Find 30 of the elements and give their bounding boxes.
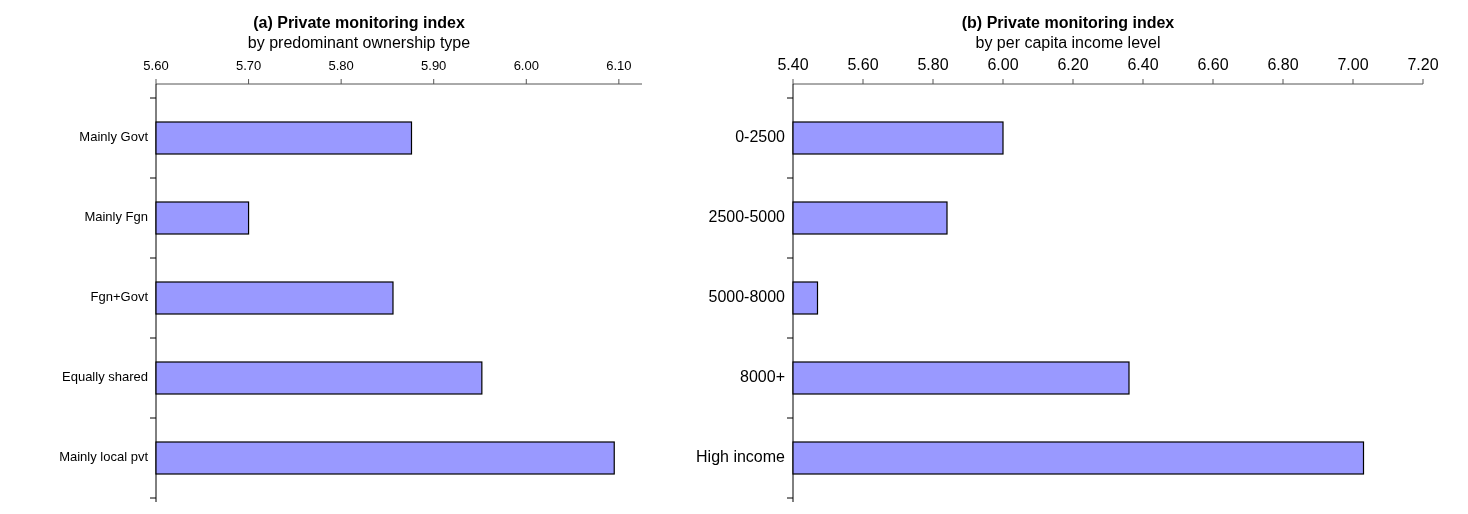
y-tick-label: 5000-8000	[708, 288, 786, 306]
x-tick-label: 5.80	[328, 58, 354, 73]
x-tick-label: 7.20	[1407, 56, 1439, 73]
x-tick-label: 6.20	[1057, 56, 1089, 73]
x-tick-label: 7.00	[1337, 56, 1369, 73]
y-tick-label: 0-2500	[735, 128, 786, 146]
chart-subtitle: by per capita income level	[975, 34, 1161, 51]
x-tick-label: 6.00	[513, 58, 539, 73]
x-tick-label: 5.60	[143, 58, 169, 73]
x-tick-label: 6.00	[987, 56, 1019, 73]
chart-subtitle: by predominant ownership type	[247, 34, 471, 51]
x-tick-label: 6.60	[1197, 56, 1229, 73]
x-tick-label: 5.70	[235, 58, 262, 73]
x-tick-label: 5.90	[421, 58, 447, 73]
y-tick-label: 8000+	[740, 368, 785, 386]
x-tick-label: 6.10	[606, 58, 632, 73]
x-tick-label: 5.40	[777, 56, 809, 73]
y-tick-label: Mainly local pvt	[59, 449, 149, 465]
y-tick-label: Mainly Fgn	[84, 209, 148, 225]
x-tick-label: 5.80	[917, 56, 949, 73]
y-tick-label: Fgn+Govt	[90, 289, 149, 305]
chart-title: (b) Private monitoring index	[961, 14, 1175, 31]
x-tick-label: 6.80	[1267, 56, 1299, 73]
y-tick-label: High income	[696, 448, 786, 466]
y-tick-label: 2500-5000	[708, 208, 786, 226]
x-tick-label: 6.40	[1127, 56, 1159, 73]
y-tick-label: Mainly Govt	[79, 129, 149, 145]
chart-title: (a) Private monitoring index	[253, 14, 465, 31]
x-tick-label: 5.60	[847, 56, 879, 73]
y-tick-label: Equally shared	[62, 369, 148, 385]
